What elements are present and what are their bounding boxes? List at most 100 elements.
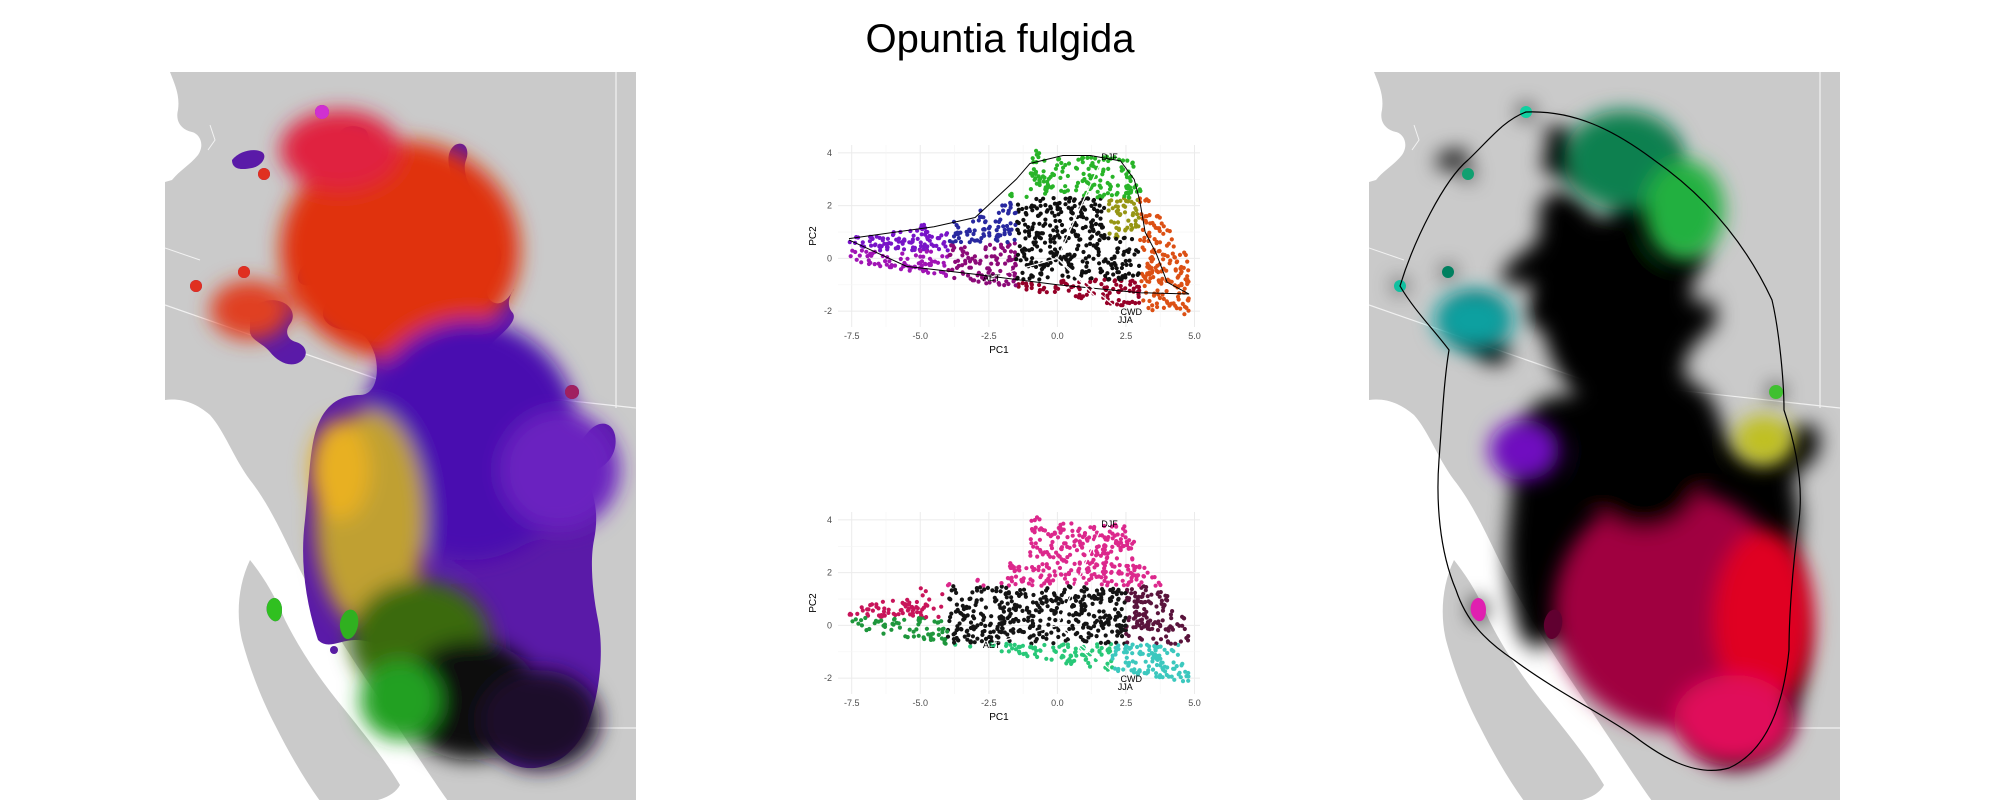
data-point bbox=[1093, 202, 1098, 207]
data-point bbox=[1144, 615, 1149, 620]
y-tick-label: 2 bbox=[827, 568, 832, 578]
data-point bbox=[1110, 266, 1115, 271]
data-point bbox=[891, 611, 896, 616]
data-point bbox=[1051, 578, 1056, 583]
data-point bbox=[1124, 262, 1129, 267]
data-point bbox=[1008, 620, 1013, 625]
data-point bbox=[1044, 209, 1049, 214]
data-point bbox=[1099, 652, 1104, 657]
data-point bbox=[1030, 618, 1035, 624]
data-point bbox=[1186, 670, 1191, 676]
data-point bbox=[1038, 618, 1043, 623]
data-point bbox=[1175, 275, 1180, 280]
data-point bbox=[1048, 223, 1053, 228]
data-point bbox=[877, 235, 882, 240]
data-point bbox=[1035, 545, 1040, 550]
data-point bbox=[1131, 211, 1136, 216]
x-tick-label: 0.0 bbox=[1051, 331, 1064, 341]
data-point bbox=[1073, 649, 1078, 654]
data-point bbox=[1107, 277, 1112, 282]
data-point bbox=[1086, 635, 1091, 640]
data-point bbox=[1093, 156, 1098, 161]
data-point bbox=[1142, 283, 1147, 289]
data-point bbox=[1016, 231, 1022, 236]
data-point bbox=[863, 615, 868, 621]
data-point bbox=[1092, 534, 1097, 539]
data-point bbox=[1051, 645, 1056, 650]
data-point bbox=[853, 617, 858, 622]
data-point bbox=[970, 634, 976, 639]
data-point bbox=[1146, 198, 1151, 204]
data-point bbox=[1033, 608, 1038, 613]
data-point bbox=[975, 588, 980, 593]
data-point bbox=[997, 602, 1002, 608]
data-point bbox=[1097, 193, 1102, 198]
data-point bbox=[1039, 590, 1045, 595]
data-point bbox=[1166, 241, 1171, 246]
data-point bbox=[1135, 272, 1140, 277]
data-point bbox=[1099, 282, 1104, 287]
data-point bbox=[859, 623, 865, 628]
data-point bbox=[1097, 183, 1102, 188]
data-point bbox=[1084, 657, 1089, 662]
data-point bbox=[1091, 164, 1096, 169]
data-point bbox=[1160, 675, 1165, 680]
data-point bbox=[1055, 201, 1060, 206]
data-point bbox=[1160, 618, 1165, 623]
data-point bbox=[1048, 233, 1053, 238]
data-point bbox=[939, 604, 944, 609]
data-point bbox=[1136, 294, 1141, 299]
data-point bbox=[898, 608, 903, 613]
y-axis-label: PC2 bbox=[808, 226, 819, 246]
data-point bbox=[1108, 184, 1113, 189]
data-point bbox=[1135, 599, 1140, 604]
data-point bbox=[1132, 568, 1137, 573]
data-point bbox=[1112, 155, 1117, 160]
data-point bbox=[1039, 600, 1044, 605]
data-point bbox=[1009, 595, 1014, 600]
data-point bbox=[1107, 202, 1112, 207]
data-point bbox=[1087, 173, 1092, 178]
data-point bbox=[971, 624, 976, 629]
data-point bbox=[1088, 276, 1093, 281]
data-point bbox=[912, 245, 918, 250]
data-point bbox=[869, 243, 874, 248]
data-point bbox=[1066, 619, 1071, 625]
data-point bbox=[1166, 628, 1171, 633]
data-point bbox=[1050, 210, 1055, 215]
data-point bbox=[1186, 678, 1191, 683]
data-point bbox=[987, 280, 992, 285]
data-point bbox=[1058, 610, 1064, 615]
data-point bbox=[1165, 300, 1170, 305]
x-tick-label: 5.0 bbox=[1188, 331, 1201, 341]
data-point bbox=[1007, 272, 1012, 278]
data-point bbox=[860, 608, 865, 613]
data-point bbox=[1098, 615, 1103, 620]
data-point bbox=[915, 236, 920, 241]
data-point bbox=[945, 629, 950, 634]
data-point bbox=[1024, 607, 1029, 612]
data-point bbox=[1141, 624, 1146, 629]
data-point bbox=[1100, 225, 1105, 230]
data-point bbox=[983, 245, 988, 250]
data-point bbox=[1090, 601, 1095, 607]
data-point bbox=[1163, 593, 1168, 598]
data-point bbox=[920, 223, 925, 228]
data-point bbox=[1080, 541, 1085, 546]
data-point bbox=[1091, 198, 1096, 203]
data-point bbox=[1168, 612, 1173, 617]
data-point bbox=[1155, 654, 1160, 659]
data-point bbox=[1057, 218, 1062, 224]
left-map bbox=[165, 72, 636, 800]
data-point bbox=[1168, 258, 1173, 263]
data-point bbox=[918, 586, 923, 591]
data-point bbox=[1053, 598, 1058, 603]
data-point bbox=[1177, 252, 1183, 257]
data-point bbox=[1048, 534, 1053, 539]
data-point bbox=[939, 233, 944, 238]
data-point bbox=[984, 281, 989, 286]
data-point bbox=[1127, 545, 1132, 551]
data-point bbox=[887, 259, 892, 264]
data-point bbox=[890, 598, 896, 603]
data-point bbox=[1115, 220, 1121, 225]
